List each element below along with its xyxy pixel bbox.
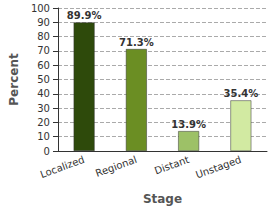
svg-text:Stage: Stage xyxy=(143,192,182,206)
svg-text:89.9%: 89.9% xyxy=(67,10,102,21)
svg-text:13.9%: 13.9% xyxy=(171,119,206,130)
svg-text:90: 90 xyxy=(37,17,50,28)
svg-text:Distant: Distant xyxy=(153,154,191,177)
svg-text:50: 50 xyxy=(37,74,50,85)
svg-text:35.4%: 35.4% xyxy=(224,88,259,99)
svg-text:100: 100 xyxy=(31,3,50,14)
svg-text:Regional: Regional xyxy=(94,154,138,179)
svg-text:80: 80 xyxy=(37,31,50,42)
svg-text:30: 30 xyxy=(37,103,50,114)
svg-text:20: 20 xyxy=(37,117,50,128)
svg-text:Localized: Localized xyxy=(39,154,86,180)
svg-text:60: 60 xyxy=(37,60,50,71)
svg-text:71.3%: 71.3% xyxy=(119,37,154,48)
svg-text:Percent: Percent xyxy=(7,53,21,106)
svg-text:0: 0 xyxy=(44,146,50,157)
svg-text:40: 40 xyxy=(37,88,50,99)
svg-text:Unstaged: Unstaged xyxy=(194,154,243,181)
svg-text:10: 10 xyxy=(37,131,50,142)
svg-text:70: 70 xyxy=(37,45,50,56)
